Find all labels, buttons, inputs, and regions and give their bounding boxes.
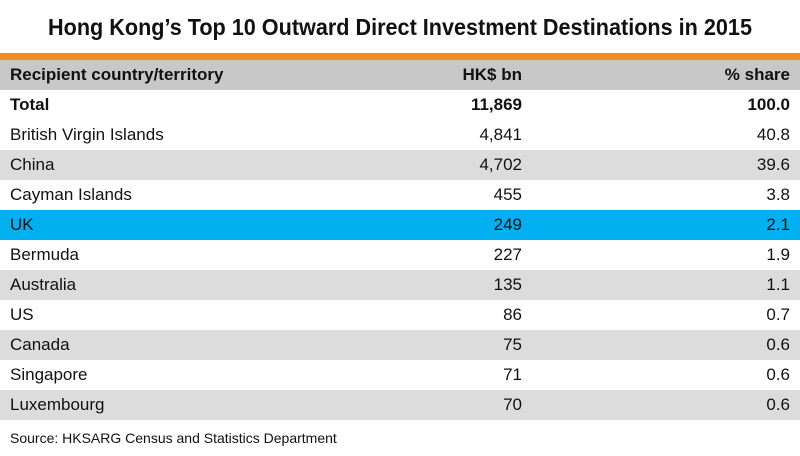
row-share: 1.9 <box>766 245 790 264</box>
row-value: 71 <box>503 365 522 384</box>
row-value: 227 <box>493 245 522 264</box>
row-value: 70 <box>503 395 522 414</box>
row-share: 0.6 <box>766 335 790 354</box>
header-share: % share <box>724 65 790 84</box>
row-share: 3.8 <box>766 185 790 204</box>
table-row: UK 249 2.1 <box>0 210 800 240</box>
total-share: 100.0 <box>747 95 790 114</box>
row-share: 2.1 <box>766 215 790 234</box>
source-note: Source: HKSARG Census and Statistics Dep… <box>10 430 337 446</box>
row-name: Australia <box>10 275 77 294</box>
row-name: Luxembourg <box>10 395 105 414</box>
row-share: 39.6 <box>756 155 790 174</box>
row-value: 249 <box>493 215 522 234</box>
accent-bar <box>0 53 800 60</box>
table-row: US 86 0.7 <box>0 300 800 330</box>
table-body: British Virgin Islands 4,841 40.8 China 4,70… <box>0 120 800 420</box>
total-row: Total 11,869 100.0 <box>0 90 800 120</box>
row-value: 455 <box>493 185 522 204</box>
table-row: Cayman Islands 455 3.8 <box>0 180 800 210</box>
row-name: British Virgin Islands <box>10 125 164 144</box>
row-value: 4,702 <box>479 155 522 174</box>
row-share: 0.6 <box>766 395 790 414</box>
row-name: China <box>10 155 55 174</box>
table-header-row: Recipient country/territory HK$ bn % sha… <box>0 60 800 90</box>
row-name: Cayman Islands <box>10 185 132 204</box>
row-share: 1.1 <box>766 275 790 294</box>
header-recipient: Recipient country/territory <box>10 65 224 84</box>
row-share: 0.6 <box>766 365 790 384</box>
table-row: China 4,702 39.6 <box>0 150 800 180</box>
table-row: Bermuda 227 1.9 <box>0 240 800 270</box>
table-row: Singapore 71 0.6 <box>0 360 800 390</box>
row-share: 0.7 <box>766 305 790 324</box>
header-hkd-bn: HK$ bn <box>462 65 523 84</box>
row-name: Bermuda <box>10 245 79 264</box>
table-row: Luxembourg 70 0.6 <box>0 390 800 420</box>
table-row: British Virgin Islands 4,841 40.8 <box>0 120 800 150</box>
total-label: Total <box>10 95 50 114</box>
row-value: 4,841 <box>479 125 522 144</box>
chart-title: Hong Kong’s Top 10 Outward Direct Invest… <box>48 14 752 40</box>
row-share: 40.8 <box>756 125 790 144</box>
row-name: Canada <box>10 335 70 354</box>
data-table: Recipient country/territory HK$ bn % sha… <box>0 60 800 420</box>
row-value: 75 <box>503 335 522 354</box>
row-name: UK <box>10 215 34 234</box>
row-name: Singapore <box>10 365 88 384</box>
row-value: 135 <box>493 275 522 294</box>
row-value: 86 <box>503 305 522 324</box>
row-name: US <box>10 305 34 324</box>
total-value: 11,869 <box>470 95 522 114</box>
table-row: Australia 135 1.1 <box>0 270 800 300</box>
table-row: Canada 75 0.6 <box>0 330 800 360</box>
